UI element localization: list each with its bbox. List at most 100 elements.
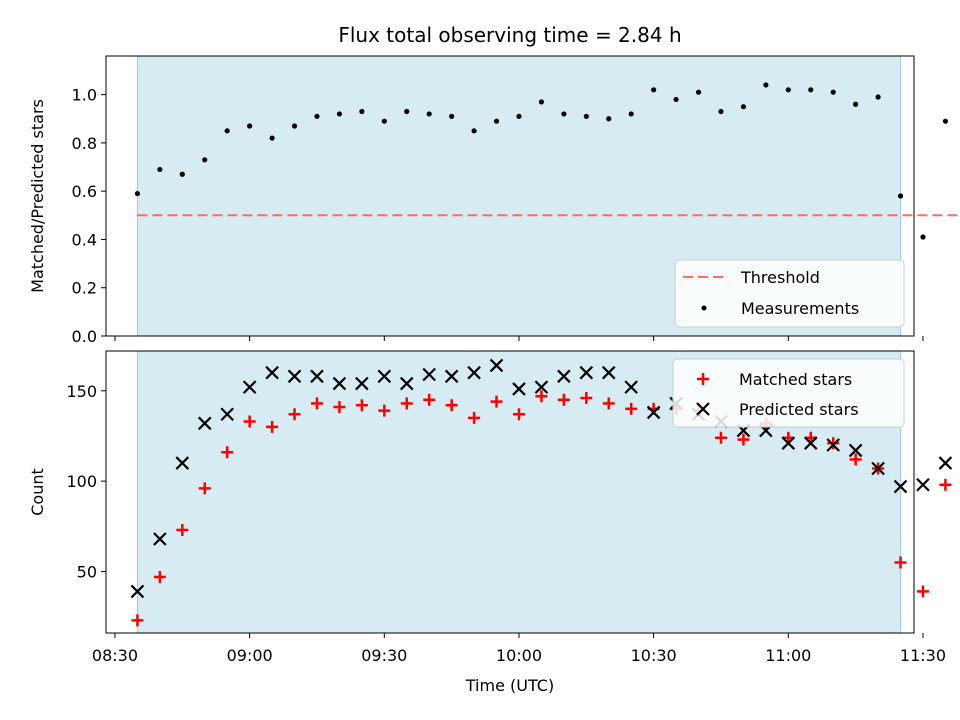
predicted-point-b <box>197 416 212 431</box>
measurement-point <box>336 111 343 117</box>
predicted-point <box>893 479 908 494</box>
y-tick-label: 0.4 <box>72 230 97 249</box>
predicted-point-b <box>130 584 145 599</box>
measurement-point <box>920 234 926 240</box>
predicted-point <box>557 369 571 384</box>
predicted-point-b <box>153 532 167 546</box>
matched-point <box>714 431 727 444</box>
measurement-point <box>314 113 320 119</box>
predicted-point <box>848 443 863 458</box>
y-tick-label: 0.8 <box>72 134 97 153</box>
predicted-point-b <box>444 369 459 384</box>
matched-point <box>131 614 144 627</box>
measurement-point <box>651 87 657 93</box>
ratio-y-axis: 0.0 0.2 0.4 0.6 0.8 1.0 <box>72 86 106 346</box>
matched-point <box>512 408 525 421</box>
matched-point <box>153 570 166 583</box>
predicted-point <box>220 407 234 422</box>
predicted-point-b <box>848 443 863 458</box>
measurement-point <box>426 111 432 117</box>
predicted-point <box>624 380 638 394</box>
y-tick-label: 0.0 <box>72 327 97 346</box>
x-tick-label: 10:30 <box>631 646 677 665</box>
matched-point <box>400 397 413 410</box>
measurement-point <box>202 157 208 163</box>
matched-point <box>535 390 548 403</box>
predicted-point <box>242 380 257 394</box>
matched-point <box>580 392 593 404</box>
measurement-point <box>359 108 365 115</box>
predicted-point-b <box>489 358 504 373</box>
measurement-point <box>673 96 679 103</box>
measurement-point <box>224 128 230 134</box>
measurement-point <box>628 111 634 117</box>
predicted-point-b <box>916 477 930 492</box>
measurement-point <box>269 135 275 141</box>
predicted-point-b <box>579 365 594 380</box>
legend-threshold-label: Threshold <box>740 268 820 287</box>
matched-point <box>557 393 570 406</box>
matched-point <box>916 585 929 598</box>
count-panel: 50 100 150 08:30 09:00 09:30 10:00 10:30 11:00 1… <box>28 350 953 695</box>
ratio-legend: Threshold Measurements <box>674 259 905 328</box>
matched-point <box>737 433 750 446</box>
ratio-axes-frame <box>105 55 915 337</box>
matched-point <box>490 395 503 408</box>
predicted-point <box>938 456 953 470</box>
measurement-point <box>853 101 859 107</box>
count-legend-box <box>672 358 905 428</box>
predicted-point-b <box>175 456 190 470</box>
predicted-point <box>467 365 481 380</box>
matched-point <box>602 397 615 410</box>
matched-point <box>176 523 189 536</box>
predicted-point-b <box>601 365 616 380</box>
predicted-point-b <box>399 376 414 391</box>
legend-predicted-swatch <box>696 402 710 416</box>
predicted-point-b <box>355 376 369 391</box>
measurement-point <box>763 82 769 88</box>
matched-point <box>288 408 301 421</box>
ratio-x-ticks <box>114 336 924 341</box>
x-axis-label: Time (UTC) <box>465 676 554 695</box>
measurement-point <box>247 123 253 129</box>
predicted-point-b <box>893 479 908 494</box>
measurement-point <box>291 123 298 129</box>
measurement-point <box>404 108 410 115</box>
predicted-point-b <box>871 461 885 476</box>
measurement-point <box>695 89 702 95</box>
count-y-label: Count <box>28 468 47 516</box>
matched-point <box>827 437 840 450</box>
matched-point <box>894 556 907 569</box>
predicted-point-b <box>377 369 392 384</box>
measurements-series <box>134 82 949 240</box>
legend-matched-swatch <box>697 373 709 385</box>
x-tick-label: 09:00 <box>227 646 273 665</box>
measurement-point <box>830 89 836 95</box>
x-tick-label: 09:30 <box>361 646 407 665</box>
measurement-point <box>157 166 163 173</box>
predicted-point-b <box>422 367 436 382</box>
x-tick-label: 11:30 <box>900 646 946 665</box>
measurement-point <box>606 116 612 122</box>
measurement-point <box>493 118 500 124</box>
measurement-point <box>449 113 455 119</box>
measurement-point <box>516 113 522 119</box>
matched-point <box>939 478 952 491</box>
x-tick-label: 08:30 <box>92 646 138 665</box>
predicted-point <box>512 382 526 396</box>
legend-predicted-label: Predicted stars <box>739 400 859 419</box>
y-tick-label: 100 <box>66 472 97 491</box>
predicted-point-b <box>803 436 818 450</box>
measurement-point <box>179 171 185 177</box>
predicted-point <box>781 436 796 450</box>
matched-point <box>243 415 256 428</box>
matched-point <box>849 453 862 466</box>
predicted-point <box>534 380 549 394</box>
predicted-point <box>803 436 818 450</box>
predicted-point-b <box>512 382 526 396</box>
y-tick-label: 0.2 <box>72 279 97 298</box>
matched-point <box>355 399 368 412</box>
predicted-point-b <box>265 365 279 380</box>
measurement-point <box>875 94 881 100</box>
